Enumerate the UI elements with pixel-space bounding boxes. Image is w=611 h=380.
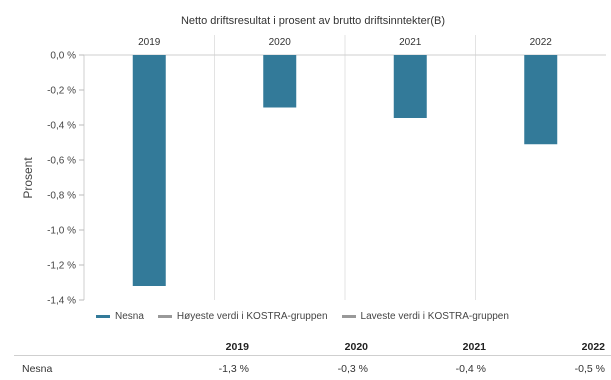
legend-item-highest[interactable]: Høyeste verdi i KOSTRA-gruppen [157,311,328,322]
x-tick-label: 2019 [138,37,161,48]
x-tick-label: 2020 [269,37,292,48]
data-table: 2019 2020 2021 2022 Nesna -1,3 % -0,3 % … [0,336,611,380]
legend-item-lowest[interactable]: Laveste verdi i KOSTRA-gruppen [341,311,509,322]
legend-label-lowest: Laveste verdi i KOSTRA-gruppen [360,311,509,322]
bar-2019[interactable] [132,55,166,286]
table-header-2022: 2022 [581,341,605,353]
chart: Netto driftsresultat i prosent av brutto… [21,15,606,307]
legend-swatch-nesna [96,315,110,318]
y-axis-label: Prosent [21,157,35,199]
table-header-2021: 2021 [462,341,486,353]
x-tick-label: 2022 [530,37,553,48]
table-cell-2020: -0,3 % [337,363,368,375]
legend-swatch-lowest [341,315,356,318]
table-cell-2019: -1,3 % [218,363,249,375]
table-row: Nesna -1,3 % -0,3 % -0,4 % -0,5 % [0,358,611,380]
table-cell-2021: -0,4 % [455,363,486,375]
y-tick-label: -0,8 % [47,191,76,202]
bar-2021[interactable] [393,55,427,118]
table-cell-2022: -0,5 % [574,363,605,375]
legend-label-highest: Høyeste verdi i KOSTRA-gruppen [176,311,328,322]
legend: Nesna Høyeste verdi i KOSTRA-gruppen Lav… [96,311,509,322]
table-header-2019: 2019 [225,341,249,353]
y-tick-label: -0,2 % [47,86,76,97]
x-tick-label: 2021 [399,37,422,48]
y-tick-label: -1,2 % [47,261,76,272]
table-divider [14,355,611,356]
y-tick-label: -0,4 % [47,121,76,132]
y-tick-label: -1,4 % [47,296,76,307]
table-row-label: Nesna [22,363,53,375]
y-tick-label: -1,0 % [47,226,76,237]
legend-swatch-highest [157,315,172,318]
bar-2022[interactable] [524,55,558,145]
table-header-row: 2019 2020 2021 2022 [0,336,611,358]
legend-item-nesna[interactable]: Nesna [96,311,144,322]
y-tick-label: -0,6 % [47,156,76,167]
table-header-2020: 2020 [344,341,368,353]
bar-2020[interactable] [263,55,297,108]
chart-title: Netto driftsresultat i prosent av brutto… [181,15,445,27]
legend-label-nesna: Nesna [115,311,144,322]
y-tick-label: 0,0 % [50,51,76,62]
